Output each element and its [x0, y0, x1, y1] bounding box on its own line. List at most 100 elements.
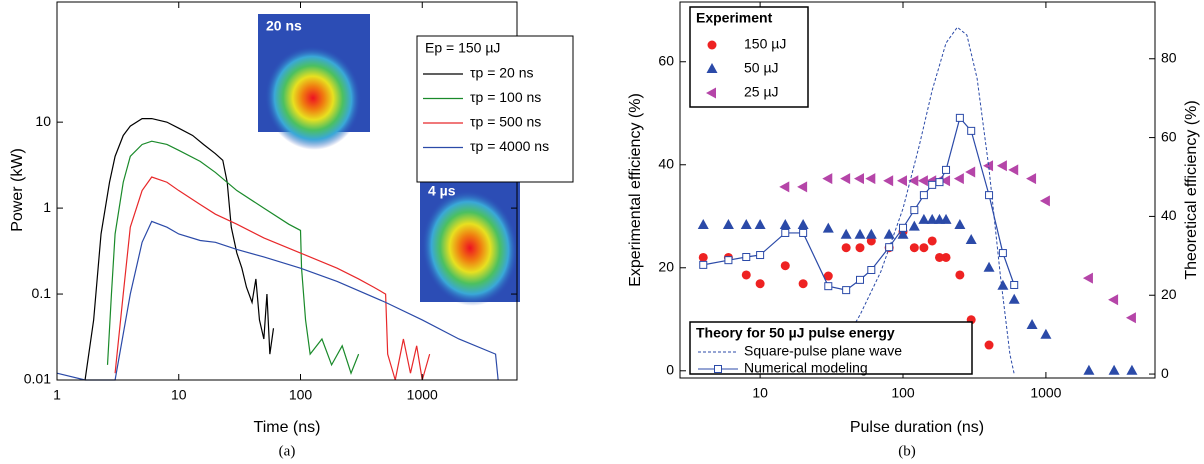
marker [841, 243, 851, 253]
marker [822, 173, 833, 185]
marker [824, 282, 833, 291]
y-tick-label: 0.01 [24, 371, 51, 387]
marker [840, 173, 851, 185]
marker [865, 228, 877, 239]
y-tick-label: 1 [43, 199, 51, 215]
series-line [106, 140, 360, 375]
beam-spot [264, 46, 362, 150]
marker [883, 175, 894, 187]
chart: 1 10 100 1000 0.01 0.1 1 10 Ep = 150 µJ τp = 20 n… [24, 1, 574, 403]
legend-label: 50 µJ [744, 60, 779, 76]
plot-area [697, 26, 1138, 375]
marker [853, 173, 864, 185]
marker [942, 165, 951, 174]
marker [797, 181, 808, 193]
legend: Experiment 150 µJ 50 µJ 25 µJ [689, 6, 809, 108]
x-tick-label: 100 [891, 385, 915, 401]
marker [698, 252, 708, 262]
legend-title: Ep = 150 µJ [425, 40, 500, 56]
marker [941, 252, 951, 262]
marker [742, 253, 751, 262]
marker [910, 206, 919, 215]
chart: 10 100 1000 0 20 40 60 0 20 40 60 80 Experiment 150 µ… [658, 1, 1177, 401]
marker [965, 166, 976, 178]
x-tick-label: 10 [752, 385, 768, 401]
series-line [816, 26, 1015, 375]
legend-label: 150 µJ [744, 36, 786, 52]
marker [724, 256, 733, 265]
series-line [703, 116, 1015, 291]
marker [955, 270, 965, 280]
marker [953, 173, 964, 185]
legend-title: Experiment [696, 10, 773, 26]
legend-swatch [714, 365, 722, 373]
y-axis-title: Experimental efficiency (%) [627, 93, 644, 287]
marker [919, 191, 928, 200]
plot-frame [56, 1, 518, 381]
x-tick-label: 10 [171, 387, 187, 403]
inset-4us: 4 µs [420, 178, 520, 306]
marker [779, 181, 790, 193]
marker [1125, 312, 1136, 324]
x-axis-title: Time (ns) [254, 419, 321, 436]
marker [918, 213, 930, 224]
marker [897, 175, 908, 187]
marker [1026, 173, 1037, 185]
marker [779, 219, 791, 230]
marker [1082, 272, 1093, 284]
marker [965, 233, 977, 244]
marker [865, 173, 876, 185]
legend-swatch [706, 87, 716, 99]
marker [985, 191, 994, 200]
legend-box [689, 321, 973, 375]
legend-label: 25 µJ [744, 84, 779, 100]
y-axis-title: Power (kW) [9, 148, 26, 232]
marker [909, 243, 919, 253]
legend-label: τp = 4000 ns [470, 138, 549, 154]
legend-label: Square-pulse plane wave [744, 343, 902, 359]
marker [842, 286, 851, 295]
marker [1108, 294, 1119, 306]
marker [984, 340, 994, 350]
y-tick-label: 20 [658, 258, 674, 274]
marker [1108, 364, 1120, 375]
marker [1039, 195, 1050, 207]
marker [996, 160, 1007, 172]
marker [919, 243, 929, 253]
y-tick-label: 40 [658, 155, 674, 171]
marker [883, 228, 895, 239]
marker [954, 219, 966, 230]
x-tick-label: 100 [289, 387, 313, 403]
marker [940, 213, 952, 224]
x-axis-title: Pulse duration (ns) [850, 419, 984, 436]
legend-box [689, 6, 809, 108]
y-tick-label: 10 [35, 113, 51, 129]
y2-axis-title: Theoretical efficiency (%) [1183, 100, 1200, 279]
marker [781, 228, 790, 237]
marker [885, 243, 894, 252]
marker [967, 126, 976, 135]
marker [908, 175, 919, 187]
marker [935, 178, 944, 187]
legend-swatch [706, 63, 718, 73]
marker [741, 270, 751, 280]
marker [797, 219, 809, 230]
marker [997, 279, 1009, 290]
legend-label: τp = 500 ns [470, 114, 541, 130]
marker [798, 279, 808, 289]
marker [855, 243, 865, 253]
marker [867, 266, 876, 275]
y2-tick-label: 60 [1161, 128, 1177, 144]
y2-tick-label: 20 [1161, 286, 1177, 302]
legend-label: τp = 100 ns [470, 89, 541, 105]
legend: Theory for 50 µJ pulse energy Square-puls… [689, 321, 973, 376]
plot-frame [679, 1, 1156, 379]
marker [799, 228, 808, 237]
marker [1008, 164, 1019, 176]
marker [697, 219, 709, 230]
y-tick-label: 0.1 [32, 285, 52, 301]
marker [1083, 364, 1095, 375]
marker [940, 175, 951, 187]
marker [897, 228, 909, 239]
